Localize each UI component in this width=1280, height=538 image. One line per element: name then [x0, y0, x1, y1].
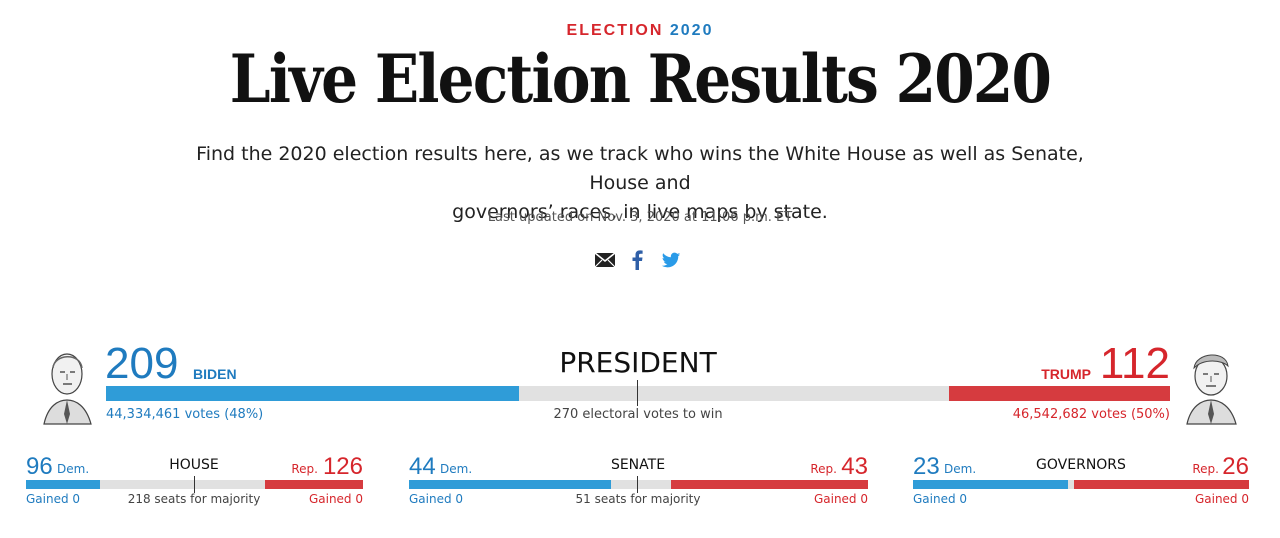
trump-name: TRUMP — [1041, 366, 1091, 382]
president-majority-note: 270 electoral votes to win — [553, 407, 723, 422]
twitter-icon — [661, 252, 681, 268]
governors-dem-gained: Gained 0 — [913, 492, 968, 506]
governors-results-bar — [913, 480, 1249, 489]
house-rep-seats: 126 — [322, 453, 363, 480]
biden-portrait — [38, 344, 96, 428]
senate-rep-label: Rep. — [810, 462, 837, 476]
president-label: PRESIDENT — [559, 346, 717, 379]
house-majority-note: 218 seats for majority — [127, 492, 261, 506]
senate-dem-fill — [409, 480, 611, 489]
email-share-button[interactable] — [594, 248, 616, 272]
senate-majority-note: 51 seats for majority — [575, 492, 701, 506]
house-label: HOUSE — [169, 457, 219, 473]
trump-electoral-votes: 112 — [1099, 339, 1170, 388]
senate-rep-fill — [670, 480, 868, 489]
kicker-label: ELECTION — [566, 22, 670, 39]
facebook-share-button[interactable] — [630, 248, 644, 272]
senate-rep-gained: Gained 0 — [813, 492, 868, 506]
biden-portrait-icon — [43, 353, 92, 425]
twitter-share-button[interactable] — [660, 248, 682, 272]
senate-rep-seats: 43 — [841, 453, 868, 480]
dek-line-1: Find the 2020 election results here, as … — [196, 143, 1084, 194]
dek-line-2: governors’ races, in live maps by state. — [452, 201, 828, 223]
kicker-year: 2020 — [669, 22, 714, 39]
house-dem-seats: 96 — [26, 453, 53, 480]
house-dem-label: Dem. — [57, 462, 90, 476]
biden-bar-fill — [106, 386, 520, 401]
governors-rep-gained: Gained 0 — [1194, 492, 1249, 506]
governors-rep-label: Rep. — [1192, 462, 1219, 476]
house-rep-gained: Gained 0 — [308, 492, 363, 506]
president-majority-marker — [637, 380, 638, 406]
trump-popular-vote: 46,542,682 votes (50%) — [1012, 407, 1170, 422]
biden-name: BIDEN — [193, 366, 237, 382]
governors-dem-label: Dem. — [944, 462, 977, 476]
trump-portrait — [1182, 344, 1240, 428]
governors-dem-fill — [913, 480, 1068, 489]
house-rep-fill — [265, 480, 363, 489]
governors-label: GOVERNORS — [1036, 457, 1126, 473]
trump-bar-fill — [948, 386, 1170, 401]
trump-portrait-icon — [1186, 354, 1237, 425]
senate-dem-label: Dem. — [440, 462, 473, 476]
facebook-icon — [632, 250, 643, 270]
house-majority-marker — [194, 476, 195, 493]
president-results-bar — [106, 386, 1170, 401]
email-icon — [594, 252, 616, 268]
last-updated: Last updated on Nov. 3, 2020 at 11:06 p.… — [487, 210, 793, 225]
governors-rep-seats: 26 — [1222, 453, 1249, 480]
page-title: Live Election Results 2020 — [229, 40, 1052, 118]
page-dek: Find the 2020 election results here, as … — [165, 140, 1115, 227]
governors-rep-fill — [1074, 480, 1249, 489]
biden-electoral-votes: 209 — [105, 339, 179, 388]
senate-dem-seats: 44 — [409, 453, 436, 480]
governors-dem-seats: 23 — [913, 453, 940, 480]
senate-label: SENATE — [610, 457, 666, 473]
senate-dem-gained: Gained 0 — [409, 492, 464, 506]
biden-popular-vote: 44,334,461 votes (48%) — [106, 407, 264, 422]
house-rep-label: Rep. — [291, 462, 318, 476]
senate-majority-marker — [637, 476, 638, 493]
house-dem-gained: Gained 0 — [26, 492, 81, 506]
election-2020-kicker: ELECTION 2020 — [0, 22, 1280, 40]
senate-results-bar — [409, 480, 868, 489]
house-dem-fill — [26, 480, 101, 489]
